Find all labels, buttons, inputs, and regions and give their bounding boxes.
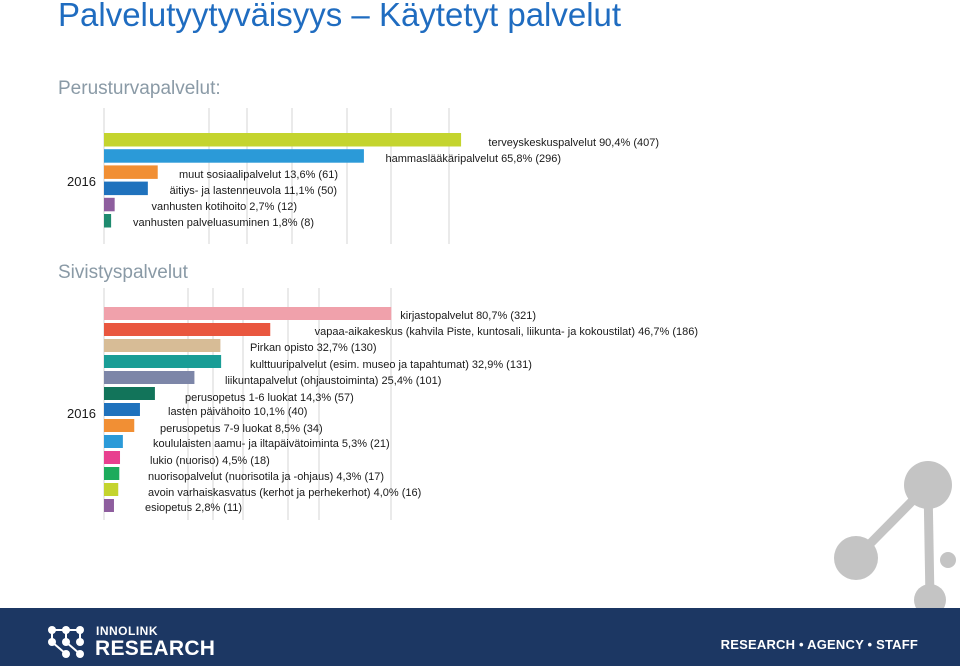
data-label-sivistys-12: avoin varhaiskasvatus (kerhot ja perheke… — [148, 487, 421, 499]
bar-sivistys-9 — [104, 435, 123, 448]
data-label-sivistys-4: kulttuuripalvelut (esim. museo ja tapaht… — [250, 359, 532, 371]
data-label-sivistys-9: koululaisten aamu- ja iltapäivätoiminta … — [153, 438, 390, 450]
brand-subname: RESEARCH — [95, 637, 216, 660]
bar-sivistys-11 — [104, 467, 120, 480]
chart1-year-label: 2016 — [67, 174, 96, 189]
data-label-perusturva-4: äitiys- ja lastenneuvola 11,1% (50) — [170, 185, 337, 197]
tagline: RESEARCH • AGENCY • STAFF — [720, 637, 918, 652]
chart-perusturvapalvelut: terveyskeskuspalvelut 90,4% (407) hammasl… — [103, 108, 659, 244]
data-label-sivistys-10: lukio (nuoriso) 4,5% (18) — [150, 455, 270, 467]
bar-perusturva-6 — [104, 214, 112, 228]
data-label-perusturva-6: vanhusten palveluasuminen 1,8% (8) — [133, 217, 314, 229]
bar-sivistys-7 — [104, 403, 140, 416]
chart2-year-label: 2016 — [67, 406, 96, 421]
brand-name: INNOLINK — [96, 624, 158, 638]
data-label-sivistys-2: vapaa-aikakeskus (kahvila Piste, kuntosa… — [315, 326, 698, 338]
bar-sivistys-10 — [104, 451, 121, 464]
bar-sivistys-12 — [104, 483, 119, 496]
bar-sivistys-2 — [104, 323, 271, 336]
data-label-sivistys-11: nuorisopalvelut (nuorisotila ja -ohjaus)… — [148, 471, 384, 483]
data-label-sivistys-8: perusopetus 7-9 luokat 8,5% (34) — [160, 423, 323, 435]
data-label-sivistys-13: esiopetus 2,8% (11) — [145, 502, 242, 514]
page-title: Palvelutyytyväisyys – Käytetyt palvelut — [58, 0, 622, 33]
data-label-sivistys-1: kirjastopalvelut 80,7% (321) — [400, 310, 536, 322]
decorative-dots-graphic — [834, 461, 956, 608]
data-label-perusturva-2: hammaslääkäripalvelut 65,8% (296) — [386, 153, 561, 165]
bar-sivistys-13 — [104, 499, 114, 512]
bar-perusturva-1 — [104, 133, 462, 147]
data-label-sivistys-7: lasten päivähoito 10,1% (40) — [168, 406, 307, 418]
section-title-sivistys: Sivistyspalvelut — [58, 262, 188, 283]
data-label-perusturva-5: vanhusten kotihoito 2,7% (12) — [151, 201, 297, 213]
footer-bar: INNOLINK RESEARCH RESEARCH • AGENCY • ST… — [0, 608, 960, 666]
data-label-sivistys-5: liikuntapalvelut (ohjaustoiminta) 25,4% … — [225, 375, 441, 387]
bar-sivistys-5 — [104, 371, 195, 384]
bar-perusturva-2 — [104, 149, 364, 163]
bar-sivistys-6 — [104, 387, 155, 400]
bar-sivistys-1 — [104, 307, 392, 320]
bar-sivistys-4 — [104, 355, 222, 368]
bar-sivistys-8 — [104, 419, 135, 432]
section-title-perusturva: Perusturvapalvelut: — [58, 78, 221, 99]
bar-perusturva-5 — [104, 197, 115, 212]
chart-sivistyspalvelut: kirjastopalvelut 80,7% (321) vapaa-aikake… — [103, 288, 698, 520]
dots-network-icon — [48, 626, 84, 658]
data-label-sivistys-3: Pirkan opisto 32,7% (130) — [250, 342, 377, 354]
bar-perusturva-3 — [104, 165, 158, 179]
data-label-perusturva-3: muut sosiaalipalvelut 13,6% (61) — [179, 169, 338, 181]
bar-perusturva-4 — [104, 181, 148, 196]
data-label-sivistys-6: perusopetus 1-6 luokat 14,3% (57) — [185, 392, 354, 404]
data-label-perusturva-1: terveyskeskuspalvelut 90,4% (407) — [488, 137, 659, 149]
bar-sivistys-3 — [104, 339, 221, 352]
